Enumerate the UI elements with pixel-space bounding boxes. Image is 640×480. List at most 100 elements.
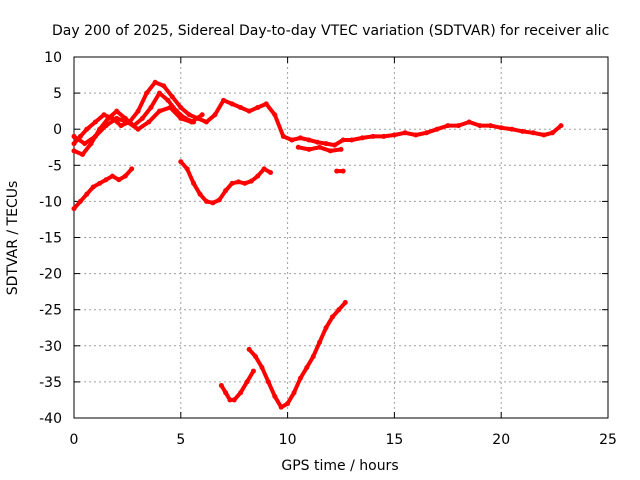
data-point — [310, 354, 316, 360]
data-point — [184, 166, 190, 172]
data-point — [191, 180, 197, 186]
data-point — [97, 180, 103, 186]
series-trace-h — [334, 168, 346, 174]
data-point — [229, 180, 235, 186]
data-point — [71, 148, 77, 154]
data-point — [477, 123, 483, 129]
data-point — [103, 177, 109, 183]
data-point — [84, 191, 90, 197]
data-point — [336, 307, 342, 313]
data-point — [197, 191, 203, 197]
data-point — [199, 112, 205, 118]
data-point — [297, 375, 303, 381]
data-point — [558, 123, 564, 129]
data-point — [80, 151, 86, 157]
series-line — [289, 120, 563, 148]
data-point — [255, 173, 261, 179]
y-tick-label: -5 — [48, 158, 62, 174]
data-point — [116, 177, 122, 183]
data-point — [259, 364, 265, 370]
series-line — [72, 80, 294, 146]
y-tick-label: -25 — [39, 303, 62, 319]
x-tick-label: 5 — [176, 432, 185, 448]
data-point — [391, 132, 397, 138]
data-point — [156, 90, 162, 96]
x-tick-label: 0 — [70, 432, 79, 448]
data-point — [317, 339, 323, 345]
data-point — [530, 130, 536, 136]
x-tick-label: 15 — [385, 432, 403, 448]
data-point — [71, 206, 77, 212]
data-point — [434, 126, 440, 132]
data-point — [242, 180, 248, 186]
y-tick-label: -10 — [39, 194, 62, 210]
data-point — [109, 173, 115, 179]
data-point — [178, 159, 184, 165]
data-point — [263, 101, 269, 107]
data-point — [327, 148, 333, 154]
data-point — [92, 133, 98, 139]
data-point — [445, 123, 451, 129]
data-point — [105, 115, 111, 121]
data-point — [169, 94, 175, 100]
data-series — [71, 79, 564, 410]
data-point — [82, 141, 88, 147]
data-point — [203, 198, 209, 204]
data-point — [246, 108, 252, 114]
data-point — [92, 119, 98, 125]
data-point — [221, 97, 227, 103]
data-point — [146, 119, 152, 125]
data-point — [161, 83, 167, 89]
data-point — [114, 115, 120, 121]
y-axis-title: SDTVAR / TECUs — [5, 181, 21, 296]
y-tick-label: -35 — [39, 375, 62, 391]
data-point — [317, 144, 323, 150]
data-point — [152, 79, 158, 85]
data-point — [304, 364, 310, 370]
data-point — [210, 200, 216, 206]
data-point — [272, 112, 278, 118]
data-point — [246, 346, 252, 352]
data-point — [315, 139, 321, 145]
data-point — [261, 166, 267, 172]
series-trace-i — [218, 368, 256, 403]
data-point — [289, 137, 295, 143]
series-trace-e — [295, 144, 344, 154]
series-trace-f — [71, 166, 135, 212]
data-point — [323, 141, 329, 147]
data-point — [178, 115, 184, 121]
data-point — [103, 123, 109, 129]
data-point — [248, 178, 254, 184]
data-point — [178, 105, 184, 111]
data-point — [203, 119, 209, 125]
data-point — [255, 105, 261, 111]
data-point — [488, 123, 494, 129]
data-point — [334, 168, 340, 174]
data-point — [541, 132, 547, 138]
data-point — [280, 133, 286, 139]
y-tick-label: 0 — [53, 122, 62, 138]
axis-ticks: 0 5 10 15 20 25 10 5 0 -5 -10 -15 -20 -25 -30 -35 -40 — [39, 50, 617, 448]
data-point — [340, 168, 346, 174]
data-point — [297, 135, 303, 141]
data-point — [90, 184, 96, 190]
y-tick-label: -20 — [39, 267, 62, 283]
series-trace-c — [71, 105, 205, 147]
y-tick-label: -40 — [39, 411, 62, 427]
data-point — [156, 108, 162, 114]
data-point — [244, 379, 250, 385]
data-point — [466, 119, 472, 125]
y-tick-label: -15 — [39, 231, 62, 247]
data-point — [250, 368, 256, 374]
series-line — [247, 300, 348, 410]
data-point — [338, 146, 344, 152]
data-point — [278, 404, 284, 410]
x-axis-title: GPS time / hours — [281, 458, 398, 474]
data-point — [238, 105, 244, 111]
data-point — [71, 141, 77, 147]
data-point — [135, 126, 141, 132]
data-point — [101, 112, 107, 118]
data-point — [165, 97, 171, 103]
data-point — [124, 119, 130, 125]
data-point — [223, 188, 229, 194]
